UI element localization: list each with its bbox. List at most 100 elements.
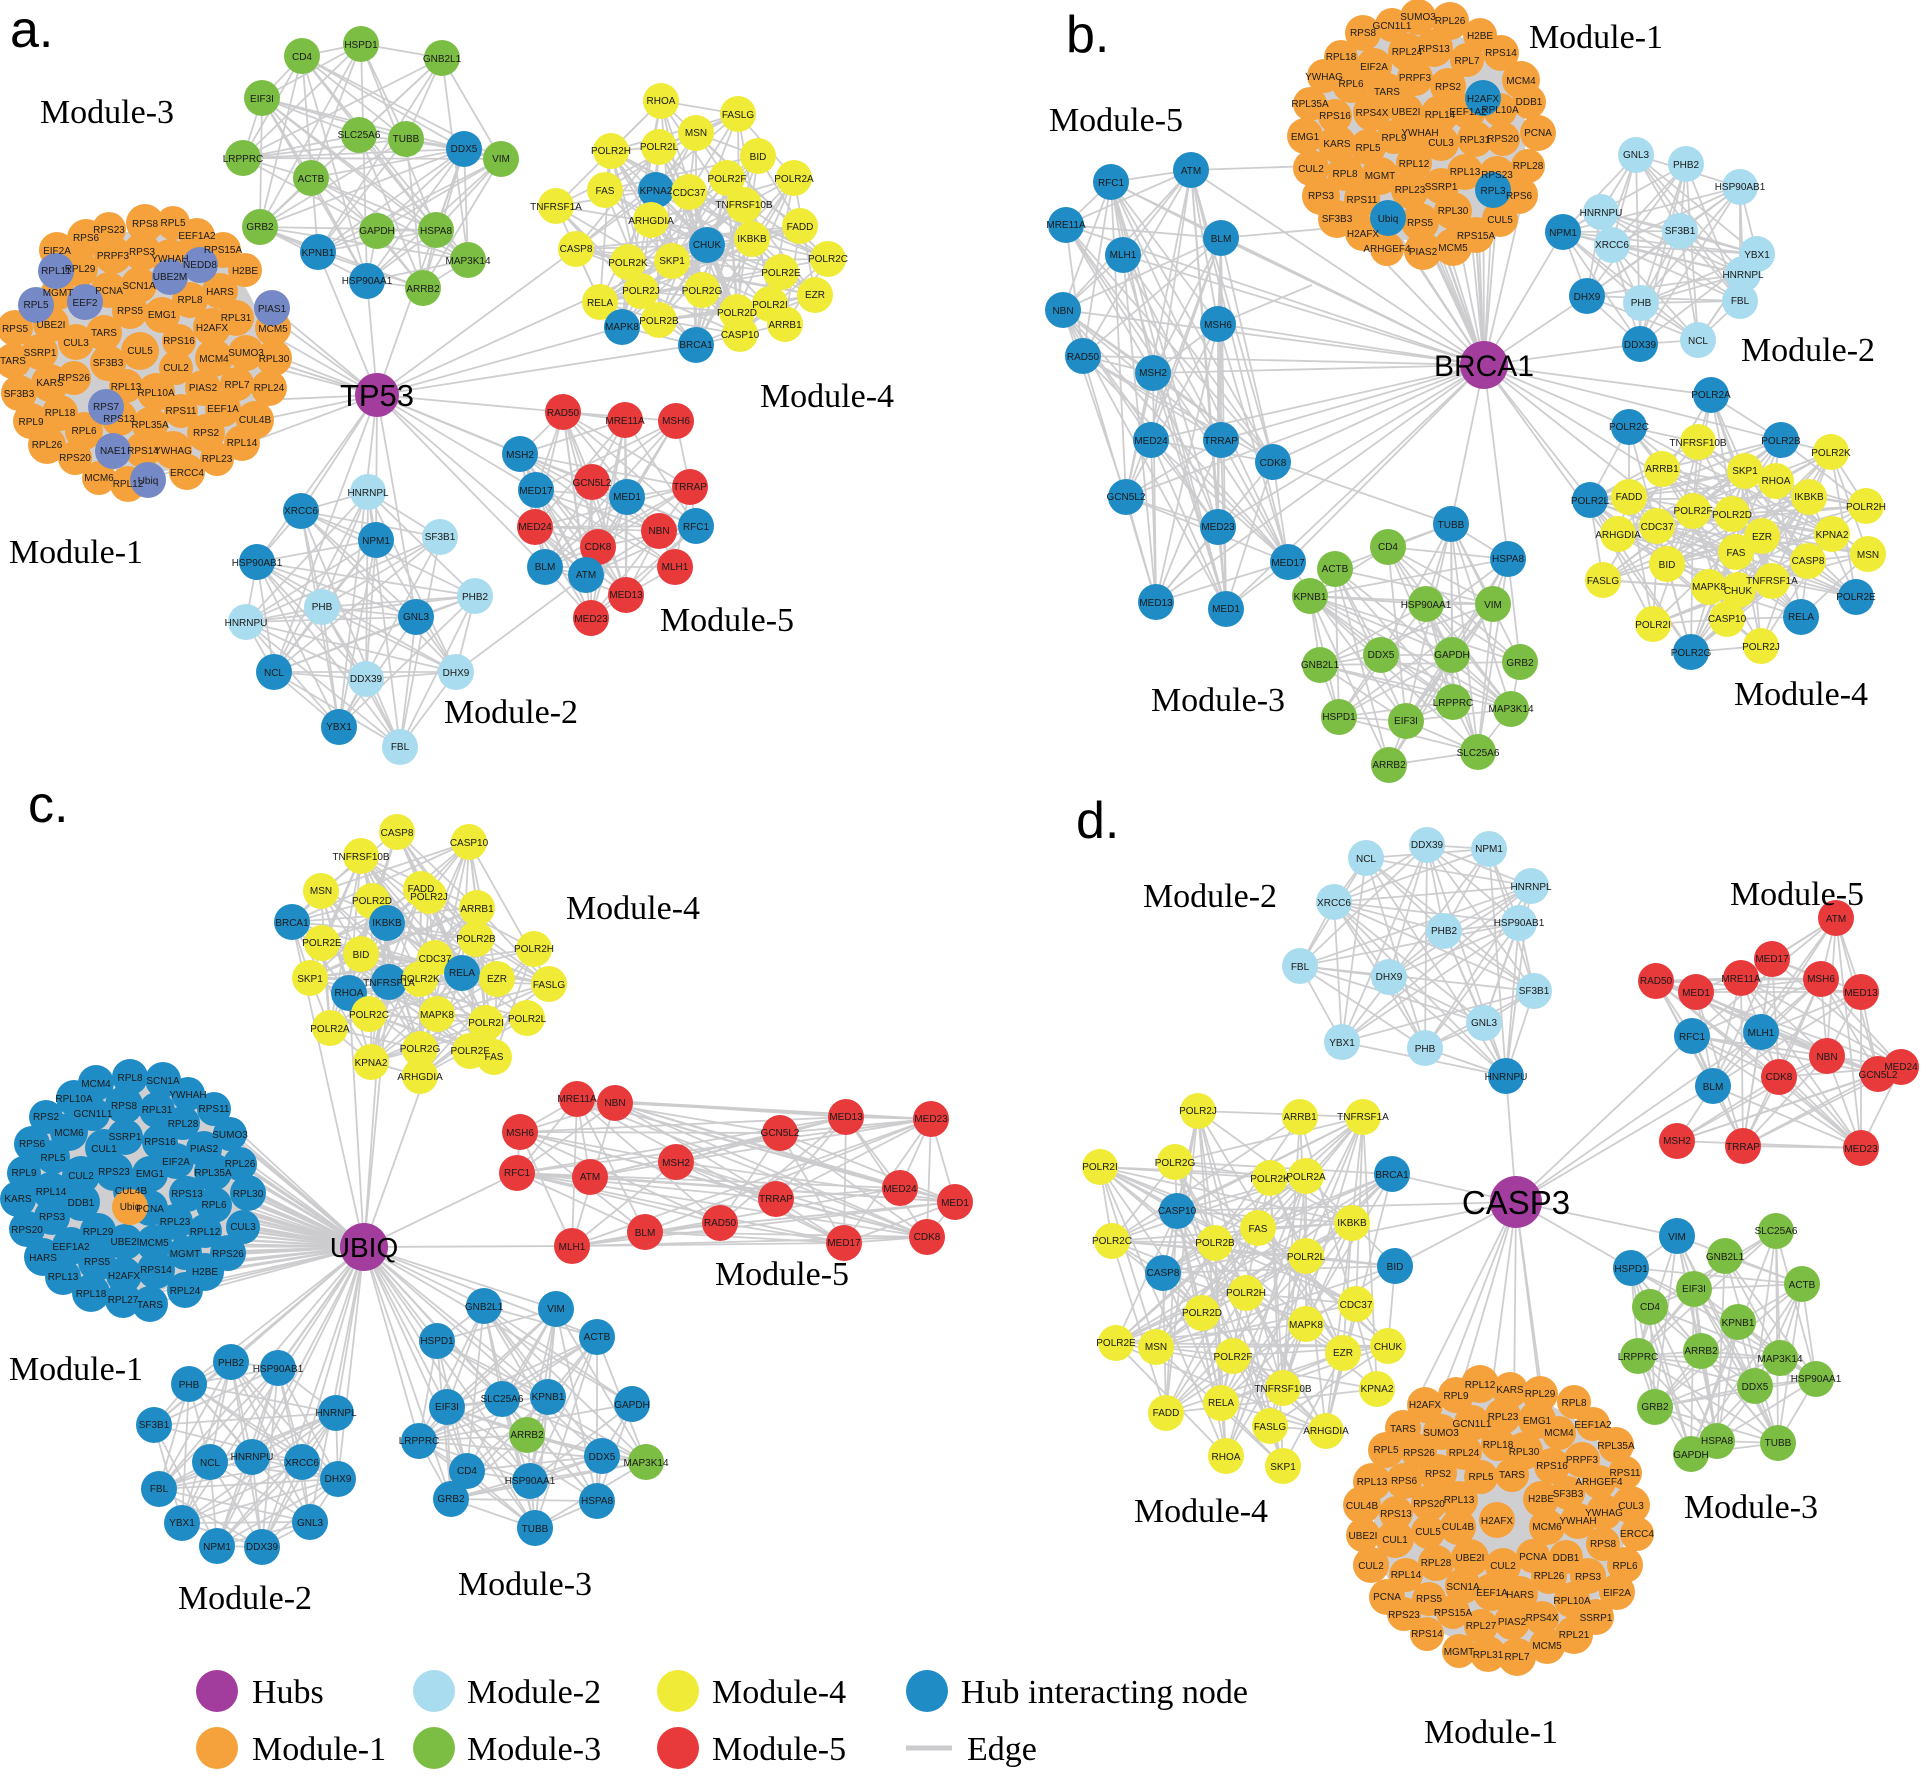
svg-text:MRE11A: MRE11A <box>605 416 645 427</box>
svg-text:ARHGEF4: ARHGEF4 <box>1575 1477 1623 1488</box>
svg-text:RPL5: RPL5 <box>40 1153 65 1164</box>
svg-text:POLR2I: POLR2I <box>1082 1162 1118 1173</box>
svg-text:SF3B1: SF3B1 <box>1519 986 1550 997</box>
svg-text:RPL12: RPL12 <box>1399 159 1430 170</box>
svg-text:DDX39: DDX39 <box>350 674 383 685</box>
svg-text:ARRB1: ARRB1 <box>1645 464 1679 475</box>
svg-text:CDK8: CDK8 <box>1766 1072 1793 1083</box>
svg-text:CHUK: CHUK <box>693 240 722 251</box>
svg-text:CD4: CD4 <box>292 52 312 63</box>
svg-text:CASP8: CASP8 <box>381 828 414 839</box>
svg-text:NPM1: NPM1 <box>1549 228 1577 239</box>
svg-text:NCL: NCL <box>264 668 284 679</box>
svg-text:ARRB2: ARRB2 <box>510 1430 544 1441</box>
svg-text:CUL2: CUL2 <box>1298 164 1324 175</box>
svg-text:CUL4B: CUL4B <box>1346 1501 1379 1512</box>
svg-text:RPS20: RPS20 <box>1487 134 1519 145</box>
svg-text:GNB2L1: GNB2L1 <box>465 1302 504 1313</box>
svg-text:MAPK8: MAPK8 <box>605 322 639 333</box>
svg-text:GCN5L2: GCN5L2 <box>573 478 612 489</box>
svg-text:POLR2A: POLR2A <box>774 174 814 185</box>
svg-text:CUL3: CUL3 <box>1618 1501 1644 1512</box>
svg-text:RPL27: RPL27 <box>108 1295 139 1306</box>
svg-text:ACTB: ACTB <box>584 1332 611 1343</box>
svg-text:MED1: MED1 <box>1682 988 1710 999</box>
svg-text:NAE1: NAE1 <box>100 446 127 457</box>
svg-text:KPNA2: KPNA2 <box>1816 530 1849 541</box>
svg-text:CD4: CD4 <box>1640 1302 1660 1313</box>
svg-text:TRRAP: TRRAP <box>759 1194 793 1205</box>
svg-text:SLC25A6: SLC25A6 <box>1755 1226 1798 1237</box>
svg-text:MED24: MED24 <box>883 1184 917 1195</box>
svg-text:MAPK8: MAPK8 <box>420 1010 454 1021</box>
svg-text:GAPDH: GAPDH <box>1434 650 1470 661</box>
svg-text:SUMO3: SUMO3 <box>1423 1428 1459 1439</box>
svg-text:RPS26: RPS26 <box>212 1249 244 1260</box>
svg-text:MSH6: MSH6 <box>662 416 690 427</box>
svg-text:BLM: BLM <box>1703 1082 1724 1093</box>
svg-text:POLR2H: POLR2H <box>591 146 631 157</box>
svg-text:HNRNPL: HNRNPL <box>1510 882 1552 893</box>
svg-text:MLH1: MLH1 <box>1748 1028 1775 1039</box>
svg-text:Module-2: Module-2 <box>467 1674 601 1711</box>
svg-text:NBN: NBN <box>604 1098 625 1109</box>
svg-text:RPL35A: RPL35A <box>1597 1441 1635 1452</box>
svg-text:EEF1A2: EEF1A2 <box>52 1242 90 1253</box>
svg-text:UBE2I: UBE2I <box>1456 1553 1485 1564</box>
svg-text:CUL4B: CUL4B <box>115 1186 148 1197</box>
svg-text:GCN1L1: GCN1L1 <box>1453 1419 1492 1430</box>
svg-text:EIF2A: EIF2A <box>1360 62 1388 73</box>
svg-text:UBE2I: UBE2I <box>111 1237 140 1248</box>
svg-text:SF3B1: SF3B1 <box>425 532 456 543</box>
svg-text:RFC1: RFC1 <box>504 1168 531 1179</box>
svg-text:PIAS2: PIAS2 <box>190 1144 219 1155</box>
svg-text:CASP10: CASP10 <box>1708 614 1747 625</box>
svg-text:TARS: TARS <box>91 328 117 339</box>
svg-text:MCM4: MCM4 <box>81 1079 111 1090</box>
svg-text:RPL35A: RPL35A <box>131 420 169 431</box>
svg-text:EMG1: EMG1 <box>1291 132 1320 143</box>
svg-text:SF3B3: SF3B3 <box>1322 214 1353 225</box>
svg-text:ERCC4: ERCC4 <box>1620 1529 1654 1540</box>
svg-text:PHB2: PHB2 <box>218 1358 245 1369</box>
svg-text:MED13: MED13 <box>1844 988 1878 999</box>
svg-text:RPL24: RPL24 <box>1449 1448 1480 1459</box>
svg-text:RPS15A: RPS15A <box>1434 1608 1473 1619</box>
svg-text:RPS23: RPS23 <box>1481 170 1513 181</box>
svg-text:CDK8: CDK8 <box>1260 458 1287 469</box>
svg-text:MGMT: MGMT <box>1444 1647 1475 1658</box>
svg-text:Module-4: Module-4 <box>566 890 700 927</box>
svg-text:HSP90AA1: HSP90AA1 <box>1791 1374 1842 1385</box>
svg-text:ATM: ATM <box>576 570 596 581</box>
svg-text:RPL26: RPL26 <box>225 1159 256 1170</box>
svg-text:POLR2G: POLR2G <box>1155 1158 1196 1169</box>
svg-text:RPL9: RPL9 <box>1381 133 1406 144</box>
svg-text:TNFRSF1A: TNFRSF1A <box>1746 576 1798 587</box>
svg-text:DHX9: DHX9 <box>1574 292 1601 303</box>
svg-text:DDB1: DDB1 <box>1553 1553 1580 1564</box>
svg-text:POLR2G: POLR2G <box>400 1044 441 1055</box>
svg-text:MAP3K14: MAP3K14 <box>623 1458 668 1469</box>
svg-text:FAS: FAS <box>1727 548 1746 559</box>
svg-text:MAP3K14: MAP3K14 <box>1757 1354 1802 1365</box>
svg-text:MED23: MED23 <box>1201 522 1235 533</box>
svg-text:RPS4X: RPS4X <box>1526 1613 1559 1624</box>
svg-text:CUL4B: CUL4B <box>1442 1522 1475 1533</box>
svg-text:BRCA1: BRCA1 <box>679 340 713 351</box>
svg-text:RPS8: RPS8 <box>111 1101 138 1112</box>
svg-text:POLR2C: POLR2C <box>1609 422 1649 433</box>
svg-text:EZR: EZR <box>805 290 825 301</box>
svg-text:EMG1: EMG1 <box>136 1169 165 1180</box>
svg-text:NPM1: NPM1 <box>203 1542 231 1553</box>
svg-text:POLR2I: POLR2I <box>1635 620 1671 631</box>
svg-text:GCN1L1: GCN1L1 <box>74 1109 113 1120</box>
svg-text:FADD: FADD <box>408 884 435 895</box>
svg-text:RPS2: RPS2 <box>33 1112 60 1123</box>
svg-text:PCNA: PCNA <box>136 1204 164 1215</box>
svg-text:POLR2J: POLR2J <box>1742 642 1780 653</box>
svg-text:MCM5: MCM5 <box>1532 1641 1562 1652</box>
svg-text:NCL: NCL <box>200 1458 220 1469</box>
svg-text:EIF2A: EIF2A <box>1603 1588 1631 1599</box>
svg-text:H2BE: H2BE <box>232 266 258 277</box>
svg-text:POLR2B: POLR2B <box>1761 436 1801 447</box>
